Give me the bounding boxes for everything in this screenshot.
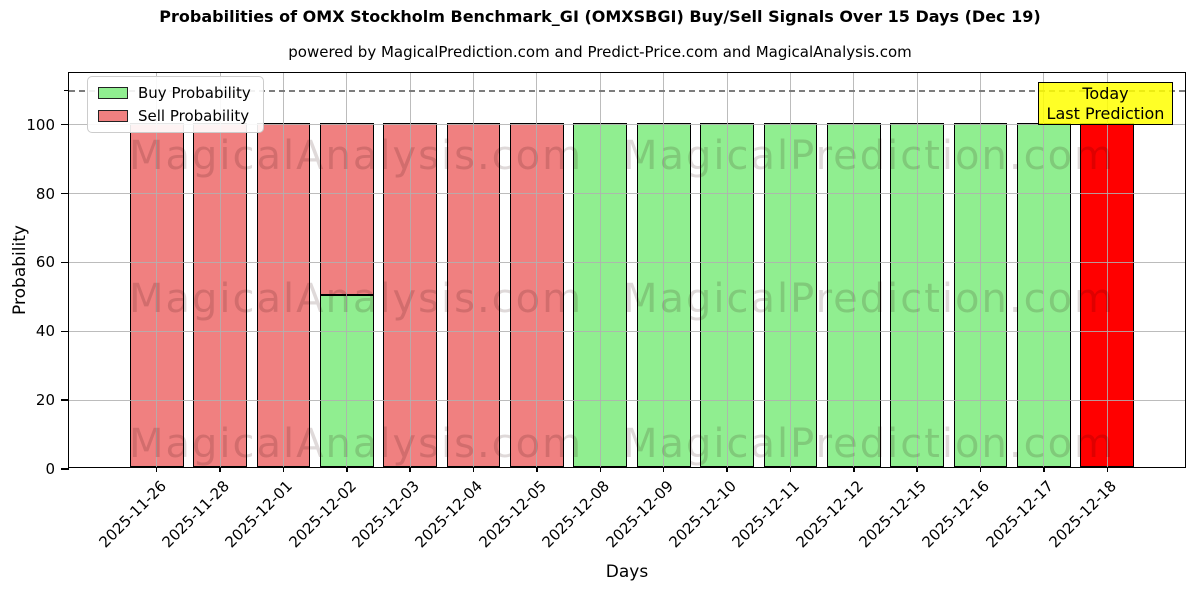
v-gridline [409, 73, 411, 467]
legend: Buy Probability Sell Probability [87, 76, 264, 133]
threshold-dashed-line [69, 90, 1185, 92]
x-tick [346, 467, 348, 472]
v-gridline [1043, 73, 1045, 467]
x-tick [219, 467, 221, 472]
x-tick-label: 2025-12-15 [855, 477, 930, 552]
chart-subtitle: powered by MagicalPrediction.com and Pre… [288, 43, 912, 61]
bar-column: 2025-12-16 [919, 73, 1012, 551]
v-gridline [536, 73, 538, 467]
v-gridline [219, 73, 221, 467]
x-tick [155, 467, 158, 472]
x-tick [599, 467, 602, 472]
y-tick-minor [64, 89, 69, 91]
v-gridline [916, 73, 918, 467]
x-tick-label: 2025-12-12 [792, 477, 867, 552]
bar-column: 2025-12-09 [602, 73, 695, 551]
bar-column: 2025-12-18 [1046, 73, 1139, 551]
x-tick [1043, 467, 1045, 472]
sell-probability-swatch [98, 110, 128, 122]
x-tick-label: 2025-12-01 [221, 477, 297, 552]
x-tick [536, 467, 538, 472]
y-tick [61, 399, 69, 401]
bar-column: 2025-12-08 [539, 73, 632, 551]
x-tick [662, 467, 665, 472]
x-tick-label: 2025-11-26 [95, 477, 170, 552]
y-tick-label: 100 [26, 115, 55, 134]
y-tick-label: 60 [35, 253, 55, 272]
bar-column: 2025-12-01 [222, 73, 315, 551]
v-gridline [726, 73, 728, 467]
x-tick-label: 2025-12-16 [918, 477, 994, 552]
x-tick-label: 2025-12-03 [348, 477, 423, 552]
y-tick [61, 123, 69, 126]
x-tick-label: 2025-12-08 [538, 477, 614, 552]
v-gridline [853, 73, 855, 467]
x-tick [726, 467, 728, 472]
y-tick [61, 330, 69, 332]
v-gridline [156, 73, 158, 467]
bar-column: 2025-12-03 [349, 73, 442, 551]
x-tick [916, 467, 918, 472]
x-tick [1106, 467, 1109, 472]
bars-layer: 2025-11-26 2025-11-28 2025-12-01 2025-12-02… [69, 73, 1185, 551]
bar-column: 2025-12-04 [412, 73, 505, 551]
v-gridline [282, 73, 284, 467]
x-tick-label: 2025-12-17 [982, 477, 1057, 552]
v-gridline [663, 73, 665, 467]
today-annotation-line1: Today [1082, 83, 1129, 103]
v-gridline [599, 73, 601, 467]
y-tick [61, 192, 69, 195]
y-axis-title: Probability [10, 225, 30, 315]
bar-column: 2025-12-17 [982, 73, 1075, 551]
y-tick-label: 40 [35, 322, 55, 341]
x-tick-label: 2025-12-11 [728, 477, 804, 552]
x-axis-title: Days [605, 562, 649, 582]
x-tick [853, 467, 855, 472]
v-gridline [346, 73, 348, 467]
today-annotation-line2: Last Prediction [1046, 103, 1165, 123]
bar-column: 2025-12-02 [285, 73, 378, 551]
y-tick [61, 261, 69, 264]
chart-title: Probabilities of OMX Stockholm Benchmark… [159, 7, 1041, 26]
v-gridline [1106, 73, 1108, 467]
today-annotation: Today Last Prediction [1038, 82, 1173, 125]
x-tick-label: 2025-12-10 [665, 477, 740, 552]
y-tick-label: 0 [45, 460, 55, 478]
plot-area: 2025-11-26 2025-11-28 2025-12-01 2025-12-02… [26, 72, 1186, 551]
bar-column: 2025-12-15 [856, 73, 949, 551]
bar-column: 2025-11-26 [95, 73, 188, 551]
x-tick-label: 2025-12-05 [475, 477, 550, 552]
bar-column: 2025-12-10 [665, 73, 758, 551]
x-tick [282, 467, 285, 472]
legend-buy-label: Buy Probability [138, 84, 251, 102]
bar-column: 2025-12-11 [729, 73, 822, 551]
y-tick [61, 468, 69, 470]
y-tick-label: 20 [35, 391, 55, 410]
x-tick-label: 2025-12-09 [602, 477, 677, 552]
v-gridline [789, 73, 791, 467]
bar-column: 2025-12-05 [475, 73, 568, 551]
v-gridline [473, 73, 475, 467]
legend-item-buy: Buy Probability [98, 84, 251, 102]
legend-sell-label: Sell Probability [138, 107, 250, 125]
x-tick [472, 467, 475, 472]
x-tick [409, 467, 411, 472]
x-tick-label: 2025-12-18 [1045, 477, 1121, 552]
legend-item-sell: Sell Probability [98, 107, 251, 125]
y-tick-label: 80 [35, 184, 55, 203]
bar-column: 2025-12-12 [792, 73, 885, 551]
x-tick [789, 467, 792, 472]
bar-column: 2025-11-28 [158, 73, 251, 551]
x-tick-label: 2025-11-28 [158, 477, 233, 552]
buy-probability-swatch [98, 87, 128, 99]
v-gridline [980, 73, 982, 467]
x-tick-label: 2025-12-04 [411, 477, 487, 552]
x-tick-label: 2025-12-02 [285, 477, 360, 552]
x-tick [979, 467, 982, 472]
